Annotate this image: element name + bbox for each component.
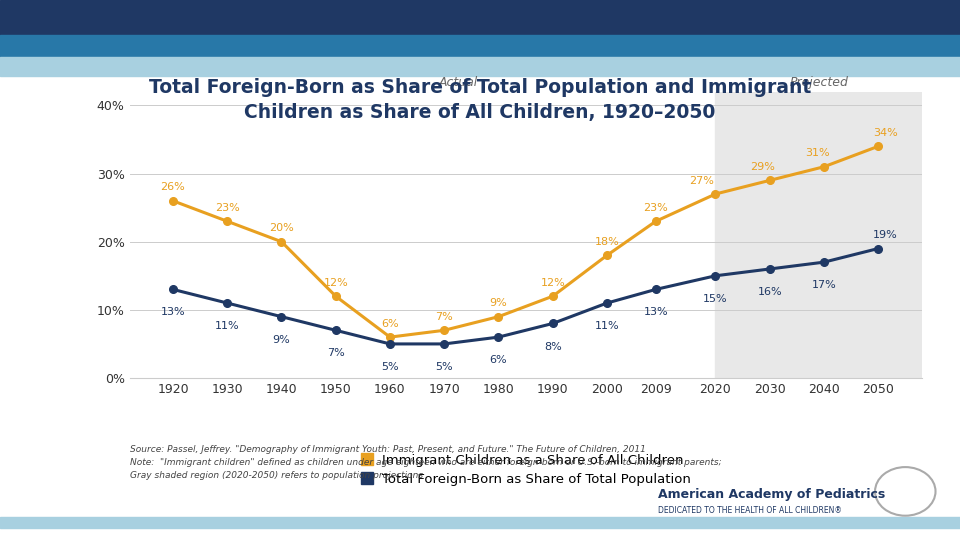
Text: 9%: 9% [273, 335, 290, 345]
Text: 34%: 34% [873, 128, 898, 138]
Text: American Academy of Pediatrics: American Academy of Pediatrics [658, 488, 885, 501]
Text: 8%: 8% [544, 341, 562, 352]
Text: 7%: 7% [326, 348, 345, 359]
Text: 16%: 16% [757, 287, 782, 297]
Text: 11%: 11% [215, 321, 240, 331]
Bar [715, 92, 922, 378]
Text: 9%: 9% [490, 298, 507, 308]
Text: 6%: 6% [490, 355, 507, 365]
Text: 27%: 27% [689, 176, 714, 186]
Text: Actual: Actual [439, 76, 478, 89]
Text: 5%: 5% [436, 362, 453, 372]
Text: Total Foreign-Born as Share of Total Population and Immigrant
Children as Share : Total Foreign-Born as Share of Total Pop… [149, 78, 811, 122]
Legend: Immigrant Children as a Share of All Children, Total Foreign-Born as Share of To: Immigrant Children as a Share of All Chi… [355, 448, 696, 491]
Text: 26%: 26% [160, 183, 185, 192]
Text: Projected: Projected [789, 76, 848, 89]
Text: 13%: 13% [643, 307, 668, 318]
Text: Source: Passel, Jeffrey. "Demography of Immigrant Youth: Past, Present, and Futu: Source: Passel, Jeffrey. "Demography of … [130, 446, 721, 480]
Text: 17%: 17% [811, 280, 836, 290]
Text: 31%: 31% [804, 148, 829, 158]
Text: DEDICATED TO THE HEALTH OF ALL CHILDREN®: DEDICATED TO THE HEALTH OF ALL CHILDREN® [658, 506, 842, 515]
Text: 20%: 20% [269, 224, 294, 233]
Text: 13%: 13% [160, 307, 185, 318]
Text: 23%: 23% [215, 203, 240, 213]
Text: 5%: 5% [381, 362, 398, 372]
Text: 12%: 12% [324, 278, 348, 288]
Text: 7%: 7% [435, 312, 453, 322]
Text: 12%: 12% [540, 278, 565, 288]
Text: 15%: 15% [703, 294, 728, 304]
Text: 29%: 29% [751, 162, 776, 172]
Text: 6%: 6% [381, 319, 398, 329]
Text: 11%: 11% [594, 321, 619, 331]
Text: 18%: 18% [594, 237, 619, 247]
Text: 23%: 23% [643, 203, 668, 213]
Text: 19%: 19% [873, 230, 898, 240]
